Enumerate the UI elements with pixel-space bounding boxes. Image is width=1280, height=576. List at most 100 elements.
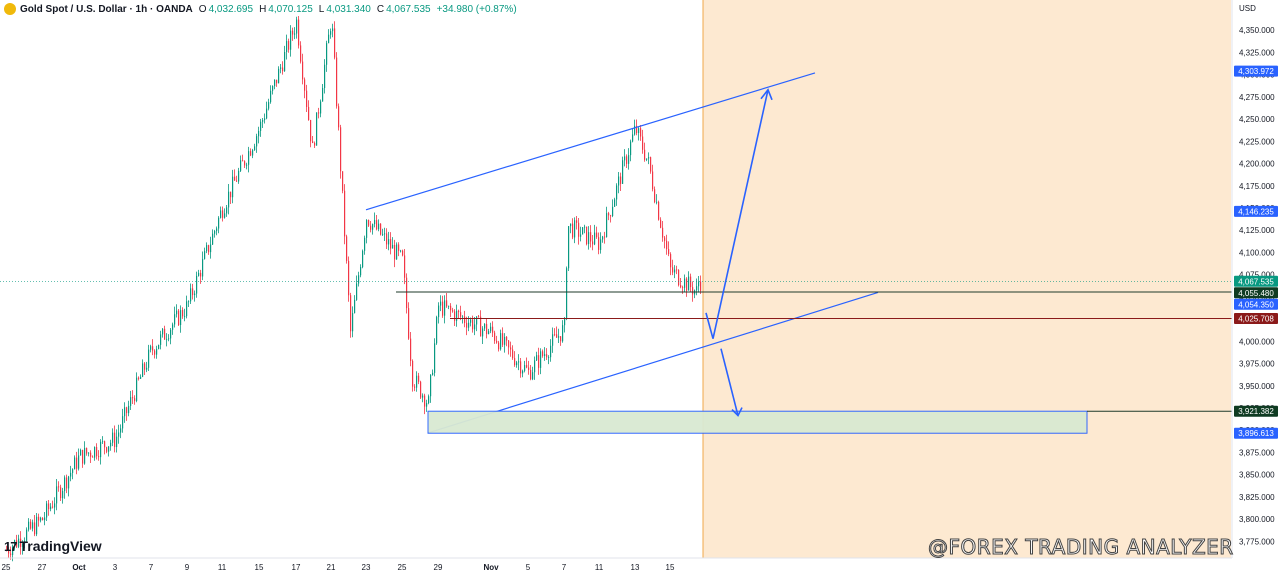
time-tick-label: 7 — [562, 563, 567, 572]
candle-body — [142, 363, 144, 377]
tradingview-logo[interactable]: 17 TradingView — [4, 538, 102, 554]
channel-upper-line — [365, 72, 816, 211]
bull-arrowhead — [760, 88, 773, 101]
drawings-layer[interactable] — [0, 72, 1232, 434]
candle-body — [658, 201, 660, 220]
candle-body — [212, 233, 214, 245]
candle-body — [514, 358, 516, 366]
candle-body — [178, 310, 180, 325]
price-label-tag — [1234, 312, 1278, 324]
candle-body — [458, 310, 460, 313]
candle-body — [510, 347, 512, 350]
candle-body — [274, 79, 276, 87]
candle-body — [650, 157, 652, 172]
candle-body — [564, 318, 566, 326]
candle-body — [8, 550, 10, 554]
candle-body — [88, 452, 90, 454]
candle-body — [92, 456, 94, 458]
candle-body — [54, 503, 56, 508]
time-tick-label: 3 — [113, 563, 118, 572]
candle-body — [34, 522, 36, 535]
time-tick-label: 11 — [218, 563, 227, 572]
candle-body — [614, 199, 616, 207]
candle-body — [392, 244, 394, 249]
candle-body — [208, 245, 210, 253]
symbol-title[interactable]: Gold Spot / U.S. Dollar · 1h · OANDA — [20, 3, 193, 15]
candle-body — [386, 233, 388, 245]
candle-body — [336, 57, 338, 107]
price-tick-label: 4,225.000 — [1239, 137, 1275, 146]
candle-body — [172, 324, 174, 330]
candle-body — [268, 102, 270, 109]
candle-body — [222, 210, 224, 218]
candle-body — [418, 375, 420, 382]
tradingview-mark-icon: 17 — [4, 538, 18, 554]
candles-group — [6, 15, 702, 562]
candle-body — [642, 136, 644, 150]
candle-body — [84, 447, 86, 464]
candle-body — [344, 190, 346, 237]
candle-body — [296, 19, 298, 34]
price-label-text: 3,921.382 — [1238, 407, 1274, 416]
candle-body — [166, 338, 168, 340]
candle-body — [630, 141, 632, 156]
time-axis[interactable]: 25 27 Oct 3 7 9 11 15 17 21 23 25 29 Nov 5 7 11 13 15 — [0, 557, 1232, 572]
candle-body — [134, 398, 136, 401]
candle-body — [292, 30, 294, 35]
candle-body — [700, 281, 702, 291]
candle-body — [394, 244, 396, 260]
price-tick-label: 4,275.000 — [1239, 93, 1275, 102]
candle-body — [190, 288, 192, 302]
price-tick-label: 3,800.000 — [1239, 515, 1275, 524]
candle-body — [132, 397, 134, 399]
candle-body — [554, 334, 556, 336]
time-tick-label: Oct — [72, 563, 86, 572]
candle-body — [144, 363, 146, 370]
candle-body — [114, 432, 116, 448]
candle-body — [40, 517, 42, 521]
candle-body — [140, 376, 142, 379]
time-tick-label: 7 — [149, 563, 154, 572]
candle-body — [352, 313, 354, 332]
candle-body — [156, 348, 158, 355]
candle-body — [398, 244, 400, 251]
candle-body — [534, 360, 536, 373]
currency-label[interactable]: USD — [1239, 4, 1256, 13]
low-value: 4,031.340 — [326, 3, 371, 15]
candle-body — [404, 255, 406, 278]
candle-body — [432, 372, 434, 375]
price-tick-label: 4,000.000 — [1239, 337, 1275, 346]
candle-body — [506, 336, 508, 341]
candle-body — [276, 79, 278, 84]
candle-body — [66, 477, 68, 489]
candle-body — [76, 457, 78, 469]
candle-body — [226, 207, 228, 214]
candle-body — [528, 367, 530, 370]
candle-body — [566, 268, 568, 319]
time-tick-label: 13 — [631, 563, 640, 572]
candle-body — [318, 112, 320, 114]
time-tick-label: 23 — [362, 563, 371, 572]
candle-body — [468, 322, 470, 328]
candle-body — [160, 334, 162, 345]
candle-body — [348, 260, 350, 296]
candle-body — [46, 503, 48, 518]
candle-body — [20, 538, 22, 547]
candle-body — [250, 151, 252, 156]
candle-body — [56, 486, 58, 504]
candle-body — [210, 244, 212, 253]
candle-body — [580, 234, 582, 237]
candle-body — [102, 441, 104, 443]
candle-body — [568, 226, 570, 269]
candle-body — [620, 176, 622, 184]
candle-body — [624, 156, 626, 161]
candle-body — [524, 365, 526, 371]
candle-body — [42, 517, 44, 521]
candle-body — [330, 31, 332, 35]
candle-body — [520, 361, 522, 374]
price-label-text: 4,067.535 — [1238, 277, 1274, 286]
price-label-text: 4,303.972 — [1238, 67, 1274, 76]
price-label-text: 4,054.350 — [1238, 300, 1274, 309]
bull-scenario-arrow — [705, 89, 769, 339]
